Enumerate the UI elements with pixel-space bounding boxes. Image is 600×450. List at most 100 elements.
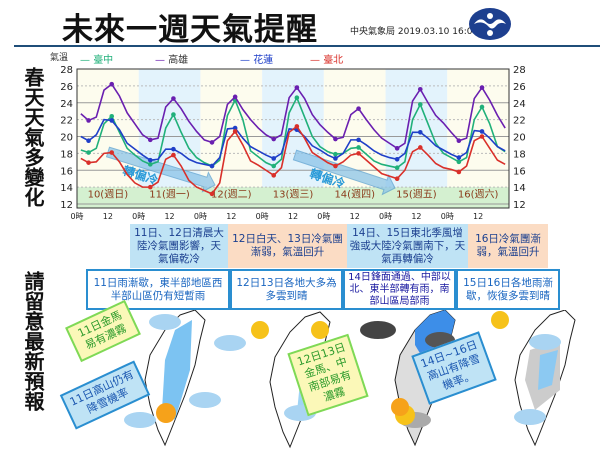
- data-point: [417, 86, 423, 92]
- legend-hualien: — 花蓮: [240, 55, 274, 66]
- x-tick-label: 0時: [256, 212, 269, 221]
- y-tick-label: 12: [60, 200, 73, 211]
- data-point: [109, 81, 115, 87]
- rain-box: 15日16日各地雨漸歇，恢復多雲到晴: [456, 269, 560, 310]
- weather-maps: [124, 310, 576, 448]
- data-point: [356, 145, 361, 150]
- day-label: 16(週六): [458, 188, 499, 200]
- rain-box: 14日鋒面通過、中部以北、東半部轉有雨，南部山區局部雨: [343, 269, 456, 310]
- y-tick-label: 28: [60, 65, 73, 76]
- y-tick-label-right: 22: [513, 116, 526, 127]
- day-label-band: [77, 187, 509, 208]
- y-tick-label: 18: [60, 149, 73, 160]
- x-tick-label: 0時: [194, 212, 207, 221]
- data-point: [417, 129, 423, 135]
- data-point: [356, 137, 361, 143]
- y-tick-label: 22: [60, 116, 73, 127]
- data-point: [232, 129, 238, 134]
- data-point: [271, 136, 277, 142]
- day-label: 10(週日): [88, 188, 129, 200]
- rain-box: 11日雨漸歇，東半部地區西半部山區仍有短暫雨: [86, 269, 230, 310]
- x-tick-label: 0時: [379, 212, 392, 221]
- data-point: [479, 134, 485, 139]
- data-point: [456, 159, 462, 165]
- day-label: 15(週五): [396, 188, 437, 200]
- legend-taipei-label: 臺北: [323, 55, 344, 66]
- y-tick-label-right: 16: [513, 166, 526, 177]
- data-point: [232, 125, 238, 131]
- data-point: [171, 112, 176, 117]
- data-point: [171, 96, 176, 101]
- map-15-16: [514, 310, 576, 446]
- legend-kaohsiung: — 高雄: [155, 55, 189, 66]
- y-tick-label-right: 28: [513, 65, 526, 76]
- day-label: 14(週四): [334, 188, 375, 200]
- data-point: [232, 94, 238, 100]
- y-tick-label: 26: [60, 82, 73, 93]
- data-point: [479, 104, 485, 110]
- header-divider: [14, 45, 600, 47]
- x-tick-label: 0時: [132, 212, 145, 221]
- data-point: [147, 162, 153, 167]
- cloud-rain-icon: [124, 314, 561, 428]
- data-point: [394, 165, 400, 171]
- legend-hualien-label: 花蓮: [253, 55, 274, 66]
- data-point: [333, 163, 338, 169]
- y-tick-label: 14: [60, 183, 73, 194]
- map-11: [144, 310, 206, 446]
- data-point: [109, 150, 115, 155]
- data-point: [356, 106, 361, 111]
- trend-box: 14日、15日東北季風增強或大陸冷氣團南下，天氣再轉偏冷: [347, 224, 468, 268]
- data-point: [271, 173, 277, 178]
- data-point: [294, 95, 300, 100]
- data-point: [147, 157, 153, 163]
- data-point: [209, 191, 215, 197]
- y-axis-label: 氣溫: [50, 53, 69, 63]
- x-tick-label: 12: [288, 212, 298, 221]
- data-point: [333, 156, 338, 161]
- sun-icon: [156, 311, 509, 425]
- rain-box: 12日13日各地大多為多雲到晴: [230, 269, 343, 310]
- data-point: [394, 146, 400, 151]
- trend-box: 12日白天、13日冷氣團漸弱，氣溫回升: [228, 224, 347, 268]
- y-tick-label: 24: [60, 99, 73, 110]
- day-label: 13(週三): [273, 188, 314, 200]
- y-tick-label-right: 24: [513, 99, 526, 110]
- side-text-1: 春天天氣多變化: [21, 67, 45, 207]
- data-point: [171, 152, 176, 158]
- data-point: [456, 169, 462, 175]
- plot-frame: [76, 68, 510, 209]
- data-point: [86, 138, 91, 144]
- data-point: [109, 118, 115, 123]
- x-tick-label: 0時: [70, 212, 83, 221]
- cooling-arrow: [292, 149, 396, 196]
- day-label: 11(週一): [149, 188, 190, 200]
- data-point: [294, 124, 300, 129]
- data-point: [333, 136, 338, 142]
- data-point: [333, 151, 338, 157]
- legend-taipei: — 臺北: [310, 55, 344, 66]
- data-point: [109, 113, 115, 119]
- x-tick-label: 12: [164, 212, 174, 221]
- data-point: [271, 163, 277, 169]
- trend-box: 16日冷氣團漸弱，氣溫回升: [468, 224, 548, 268]
- y-tick-label-right: 14: [513, 183, 526, 194]
- x-tick-label: 0時: [441, 212, 454, 221]
- data-point: [417, 145, 423, 150]
- x-tick-label: 12: [350, 212, 360, 221]
- legend-kaohsiung-label: 高雄: [168, 55, 189, 66]
- data-point: [456, 155, 462, 160]
- data-point: [417, 102, 423, 107]
- data-point: [456, 138, 462, 144]
- side-text-2: 請留意最新預報: [21, 271, 45, 411]
- cooling-arrow: [105, 146, 216, 193]
- x-tick-label: 12: [226, 212, 236, 221]
- trend-box: 11日、12日清晨大陸冷氣團影響，天氣偏乾冷: [130, 224, 228, 268]
- data-point: [171, 146, 176, 152]
- data-point: [394, 156, 400, 162]
- data-point: [271, 156, 277, 161]
- x-tick-label: 12: [473, 212, 483, 221]
- x-tick-label: 12: [411, 212, 421, 221]
- data-point: [209, 140, 215, 145]
